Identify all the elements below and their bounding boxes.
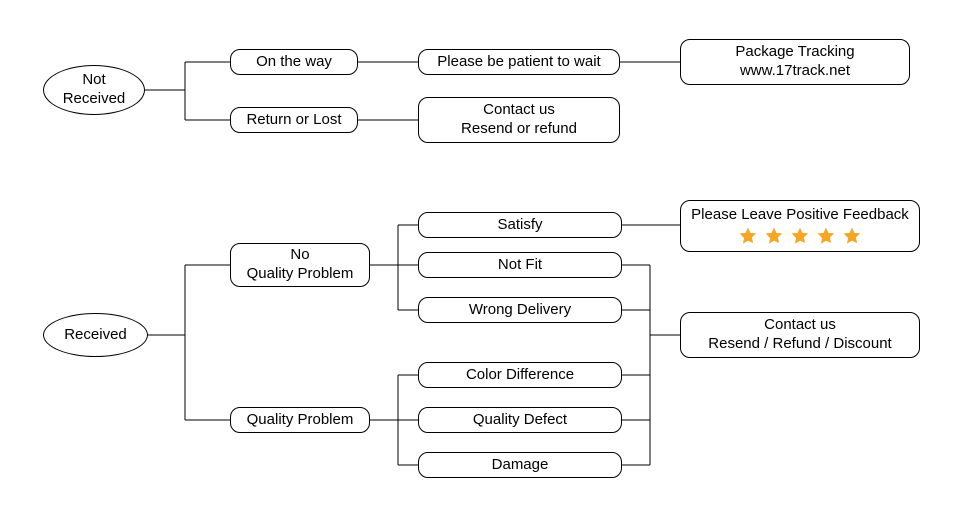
star-icon xyxy=(790,226,810,246)
star-icon xyxy=(764,226,784,246)
node-return-lost: Return or Lost xyxy=(230,107,358,133)
label: Please Leave Positive Feedback xyxy=(691,206,909,225)
star-icon xyxy=(816,226,836,246)
label: Wrong Delivery xyxy=(469,301,571,320)
node-not-fit: Not Fit xyxy=(418,252,622,278)
label: No xyxy=(290,246,309,265)
node-satisfy: Satisfy xyxy=(418,212,622,238)
label: Received xyxy=(64,326,127,345)
label: Color Difference xyxy=(466,366,574,385)
label: On the way xyxy=(256,53,332,72)
star-icon xyxy=(738,226,758,246)
label: Satisfy xyxy=(497,216,542,235)
node-tracking: Package Tracking www.17track.net xyxy=(680,39,910,85)
label: Quality Problem xyxy=(247,265,354,284)
label: Quality Problem xyxy=(247,411,354,430)
label: Quality Defect xyxy=(473,411,567,430)
node-color-difference: Color Difference xyxy=(418,362,622,388)
label: www.17track.net xyxy=(740,62,850,81)
node-positive-feedback: Please Leave Positive Feedback xyxy=(680,200,920,252)
node-wrong-delivery: Wrong Delivery xyxy=(418,297,622,323)
node-contact-rrd: Contact us Resend / Refund / Discount xyxy=(680,312,920,358)
node-quality-defect: Quality Defect xyxy=(418,407,622,433)
label: Resend / Refund / Discount xyxy=(708,335,891,354)
node-on-the-way: On the way xyxy=(230,49,358,75)
node-contact-resend-refund: Contact us Resend or refund xyxy=(418,97,620,143)
label: Contact us xyxy=(483,101,555,120)
node-please-wait: Please be patient to wait xyxy=(418,49,620,75)
label: Damage xyxy=(492,456,549,475)
flowchart-canvas: Not Received Received On the way Please … xyxy=(0,0,960,513)
label: Return or Lost xyxy=(246,111,341,130)
label: Contact us xyxy=(764,316,836,335)
label: Not xyxy=(82,71,105,90)
star-rating xyxy=(738,226,862,246)
label: Not Fit xyxy=(498,256,542,275)
label: Package Tracking xyxy=(735,43,854,62)
label: Received xyxy=(63,90,126,109)
label: Resend or refund xyxy=(461,120,577,139)
node-not-received: Not Received xyxy=(43,65,145,115)
node-received: Received xyxy=(43,313,148,357)
label: Please be patient to wait xyxy=(437,53,600,72)
node-quality-problem: Quality Problem xyxy=(230,407,370,433)
node-no-quality-problem: No Quality Problem xyxy=(230,243,370,287)
node-damage: Damage xyxy=(418,452,622,478)
star-icon xyxy=(842,226,862,246)
